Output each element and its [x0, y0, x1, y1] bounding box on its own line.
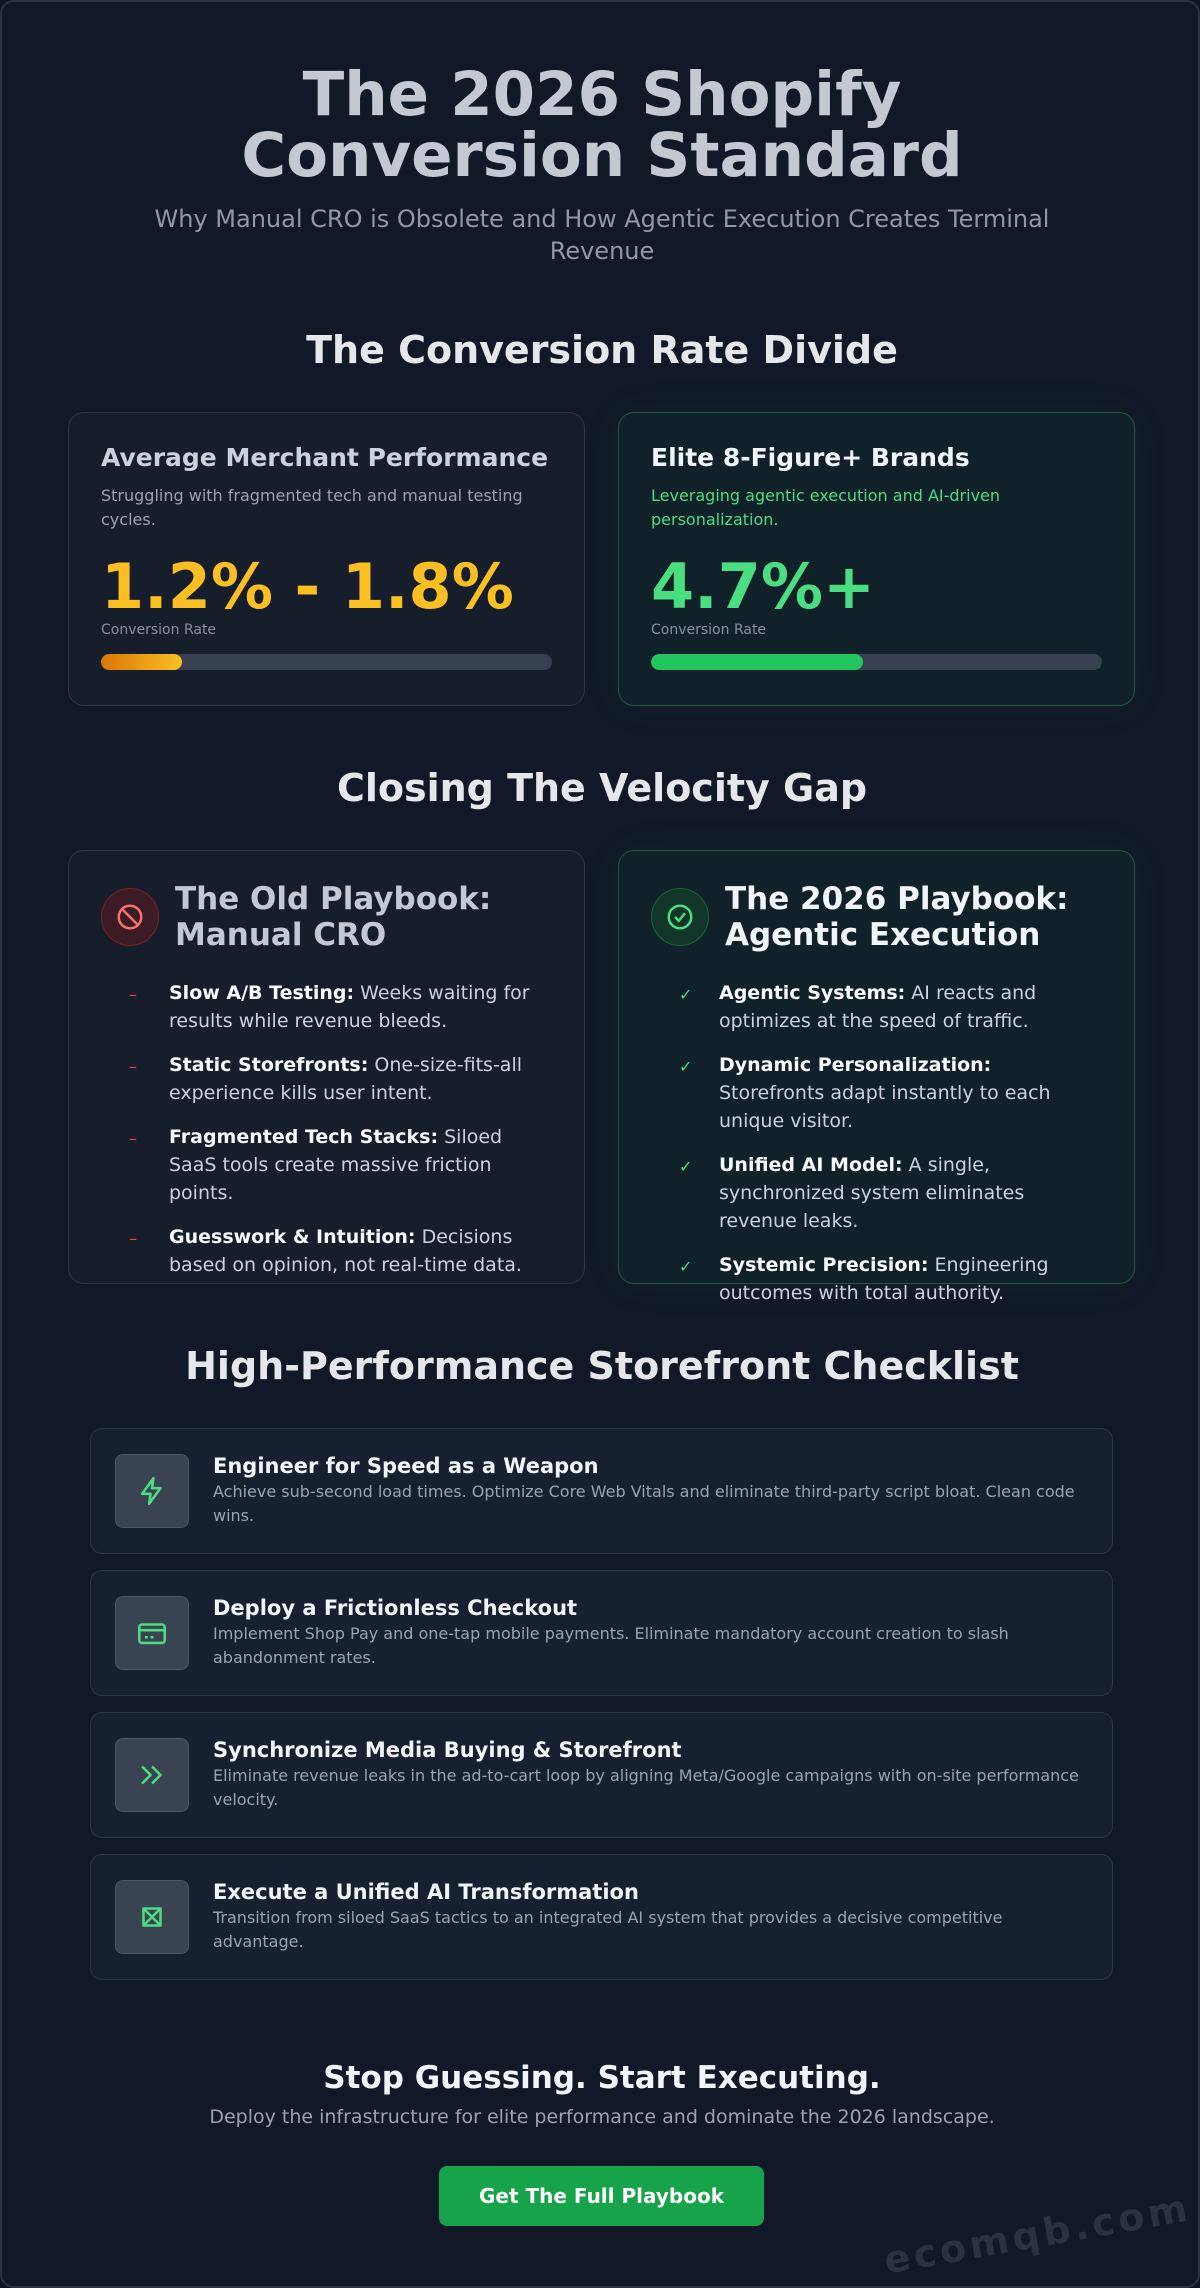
item-description: Transition from siloed SaaS tactics to a… [213, 1908, 1003, 1951]
cta-title: Stop Guessing. Start Executing. [323, 2060, 881, 2096]
item-title: Execute a Unified AI Transformation [213, 1880, 639, 1904]
item-lead: Unified AI Model: [719, 1154, 903, 1176]
progress-track [651, 654, 1102, 670]
playbook-card: The Old Playbook: Manual CRO – Slow A/B T… [68, 850, 585, 1284]
section-title: Closing The Velocity Gap [336, 766, 868, 810]
list-item: – Guesswork & Intuition: Decisions based … [129, 1223, 552, 1279]
bullet: ✓ [679, 1157, 693, 1176]
item-description: Eliminate revenue leaks in the ad-to-car… [213, 1766, 1079, 1809]
bullet: – [129, 1129, 137, 1148]
item-body: Engineer for Speed as a Weapon Achieve su… [213, 1454, 1088, 1528]
list-item: ✓ Agentic Systems: AI reacts and optimize… [679, 979, 1102, 1035]
stat: 1.2% - 1.8% [101, 550, 514, 623]
item-text: Engineering outcomes with total authorit… [719, 1254, 1049, 1304]
bullet: – [129, 985, 137, 1004]
cta-text: Deploy the infrastructure for elite perf… [209, 2106, 995, 2128]
bullet: ✓ [679, 1057, 693, 1076]
item-text: Storefronts adapt instantly to each uniq… [719, 1082, 1051, 1132]
item-lead: Fragmented Tech Stacks: [169, 1126, 439, 1148]
page-title: The 2026 Shopify Conversion Standard [241, 59, 963, 191]
item-lead: Agentic Systems: [719, 982, 906, 1004]
item-text: Decisions based on opinion, not real-tim… [169, 1226, 522, 1276]
stat-label: Conversion Rate [651, 622, 767, 638]
stat-label: Conversion Rate [101, 622, 217, 638]
stat-card: Average Merchant Performance Struggling … [68, 412, 585, 706]
bullet: – [129, 1057, 137, 1076]
list-item: – Fragmented Tech Stacks: Siloed SaaS too… [129, 1123, 552, 1207]
item-lead: Systemic Precision: [719, 1254, 929, 1276]
checklist-item: Deploy a Frictionless Checkout Implement … [90, 1570, 1113, 1696]
cta-button[interactable]: Get The Full Playbook [439, 2166, 764, 2226]
item-title: Engineer for Speed as a Weapon [213, 1454, 599, 1478]
card-title: The 2026 Playbook: Agentic Execution [725, 881, 1069, 953]
item-body: Deploy a Frictionless Checkout Implement … [213, 1596, 1088, 1670]
card-title: Average Merchant Performance [101, 443, 549, 472]
item-lead: Dynamic Personalization: [719, 1054, 992, 1076]
icon [651, 888, 709, 946]
item-text: Siloed SaaS tools create massive frictio… [169, 1126, 503, 1204]
item-description: Achieve sub-second load times. Optimize … [213, 1482, 1075, 1525]
playbook-card: The 2026 Playbook: Agentic Execution ✓ Ag… [618, 850, 1135, 1304]
item-text: Weeks waiting for results while revenue … [169, 982, 530, 1032]
card-title: Elite 8-Figure+ Brands [651, 443, 970, 472]
icon [101, 888, 159, 946]
stat-card: Elite 8-Figure+ Brands Leveraging agenti… [618, 412, 1135, 706]
item-title: Deploy a Frictionless Checkout [213, 1596, 578, 1620]
list-item: ✓ Dynamic Personalization: Storefronts ad… [679, 1051, 1102, 1135]
item-lead: Static Storefronts: [169, 1054, 369, 1076]
icon [115, 1596, 189, 1670]
subtitle: Why Manual CRO is Obsolete and How Agent… [154, 205, 1050, 265]
list-item: – Static Storefronts: One-size-fits-all e… [129, 1051, 552, 1107]
section-title: High-Performance Storefront Checklist [185, 1344, 1019, 1388]
item-lead: Slow A/B Testing: [169, 982, 355, 1004]
stat: 4.7%+ [651, 550, 875, 623]
item-body: Execute a Unified AI Transformation Trans… [213, 1880, 1088, 1954]
icon [115, 1880, 189, 1954]
item-text: A single, synchronized system eliminates… [719, 1154, 1025, 1232]
progress-track [101, 654, 552, 670]
item-title: Synchronize Media Buying & Storefront [213, 1738, 682, 1762]
list-item: ✓ Systemic Precision: Engineering outcome… [679, 1251, 1102, 1307]
item-text: One-size-fits-all experience kills user … [169, 1054, 523, 1104]
list-item: – Slow A/B Testing: Weeks waiting for res… [129, 979, 552, 1035]
checklist-item: Engineer for Speed as a Weapon Achieve su… [90, 1428, 1113, 1554]
section-title: The Conversion Rate Divide [306, 328, 898, 372]
checklist-item: Execute a Unified AI Transformation Trans… [90, 1854, 1113, 1980]
icon [115, 1738, 189, 1812]
item-lead: Guesswork & Intuition: [169, 1226, 416, 1248]
progress-fill [651, 654, 863, 670]
progress-fill [101, 654, 183, 670]
bullet: – [129, 1229, 137, 1248]
checklist-item: Synchronize Media Buying & Storefront Eli… [90, 1712, 1113, 1838]
item-body: Synchronize Media Buying & Storefront Eli… [213, 1738, 1088, 1812]
card-description: Struggling with fragmented tech and manu… [101, 486, 523, 529]
icon [115, 1454, 189, 1528]
item-description: Implement Shop Pay and one-tap mobile pa… [213, 1624, 1009, 1667]
item-text: AI reacts and optimizes at the speed of … [719, 982, 1037, 1032]
bullet: ✓ [679, 1257, 693, 1276]
bullet: ✓ [679, 985, 693, 1004]
card-title: The Old Playbook: Manual CRO [175, 881, 492, 953]
list-item: ✓ Unified AI Model: A single, synchronize… [679, 1151, 1102, 1235]
card-description: Leveraging agentic execution and AI-driv… [651, 486, 1001, 529]
watermark: ecomqb.com [880, 2185, 1195, 2283]
